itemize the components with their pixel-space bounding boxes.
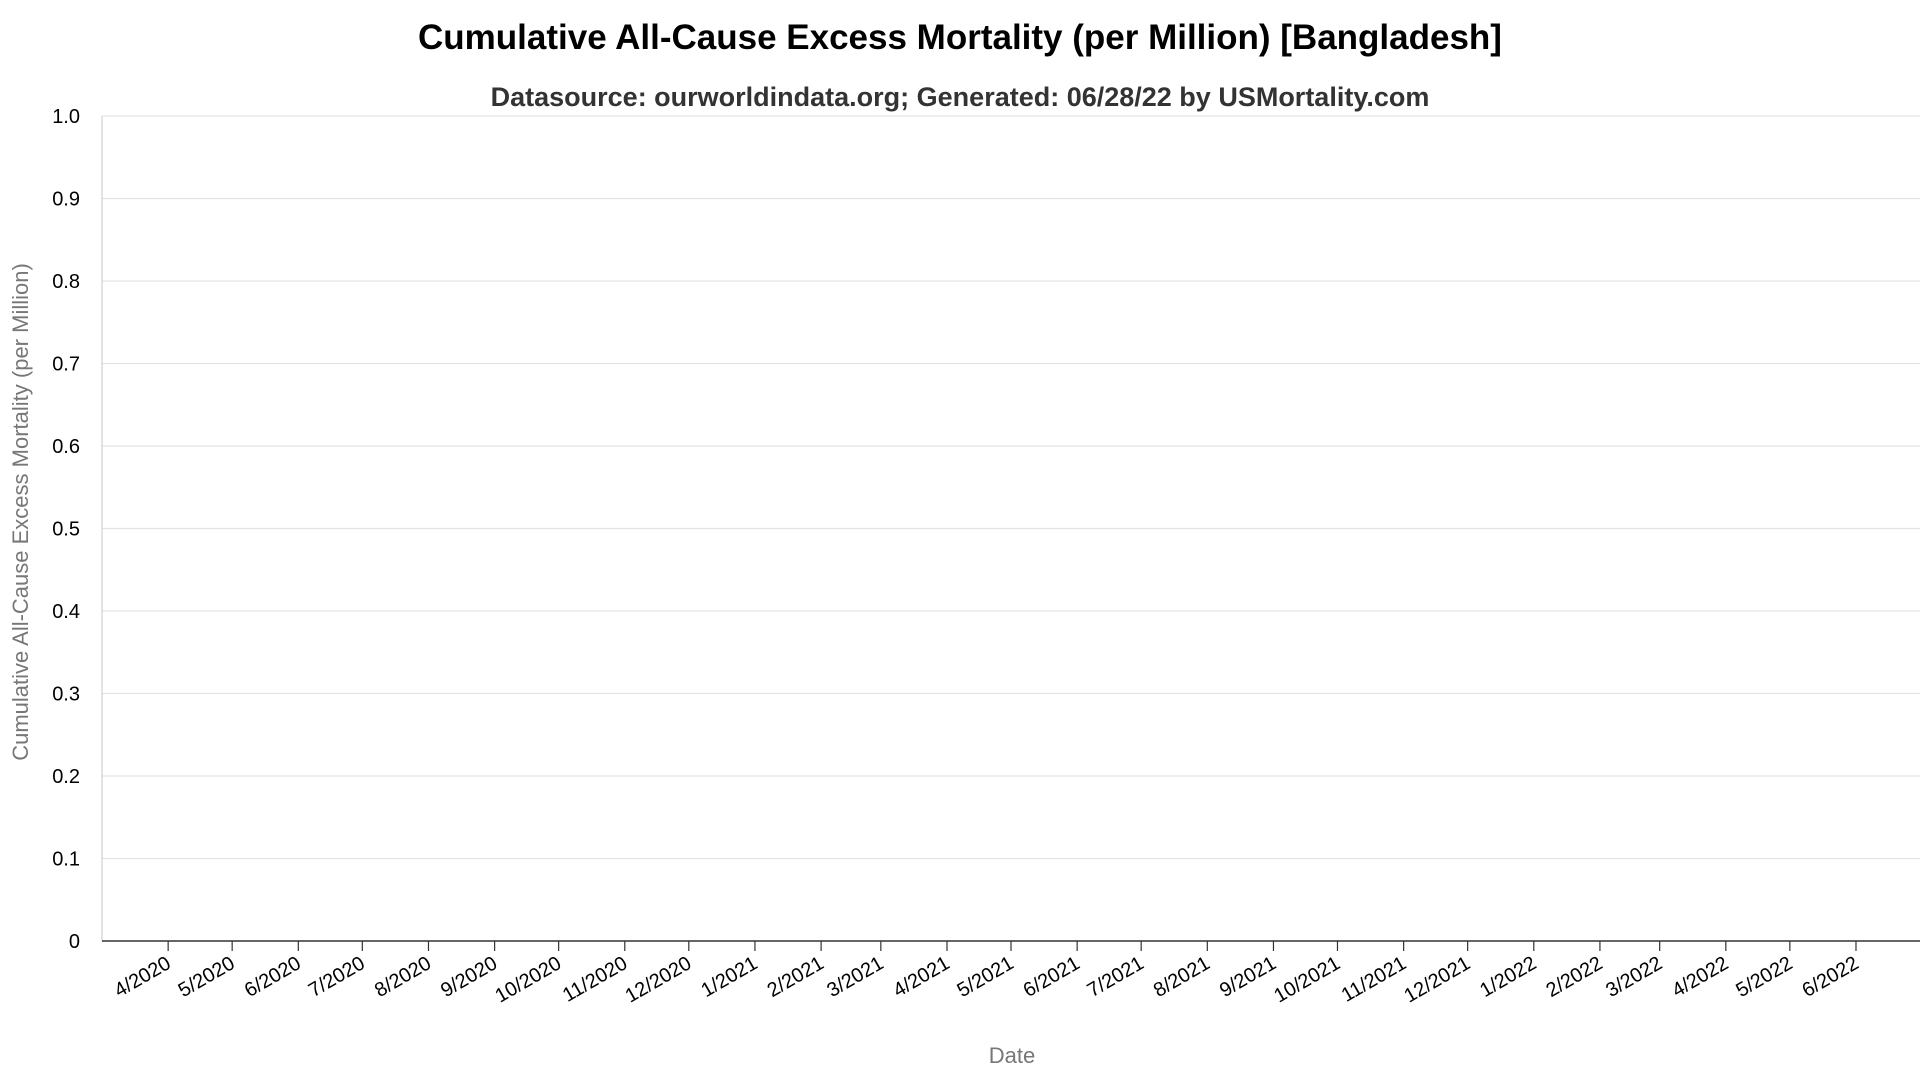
chart-subtitle: Datasource: ourworldindata.org; Generate… bbox=[491, 82, 1430, 112]
x-tick-label: 10/2021 bbox=[1270, 952, 1344, 1007]
gridlines bbox=[102, 115, 1920, 860]
x-tick-label: 6/2021 bbox=[1020, 952, 1084, 1002]
y-tick-label: 0.4 bbox=[52, 601, 80, 623]
x-tick-label: 4/2022 bbox=[1668, 952, 1732, 1002]
x-tick-label: 7/2020 bbox=[305, 952, 369, 1002]
x-tick-label: 8/2021 bbox=[1150, 952, 1214, 1002]
x-tick-label: 3/2021 bbox=[823, 952, 887, 1002]
x-tick-label: 2/2022 bbox=[1542, 952, 1606, 1002]
y-tick-label: 0.8 bbox=[52, 271, 80, 293]
x-tick-label: 1/2022 bbox=[1476, 952, 1540, 1002]
y-tick-label: 0 bbox=[69, 931, 80, 953]
x-tick-label: 4/2021 bbox=[890, 952, 954, 1002]
x-tick-label: 11/2020 bbox=[559, 952, 631, 1006]
x-tick-label: 5/2021 bbox=[954, 952, 1018, 1002]
x-tick-label: 9/2021 bbox=[1216, 952, 1280, 1002]
y-tick-label: 0.3 bbox=[52, 684, 80, 706]
y-tick-label: 0.5 bbox=[52, 519, 80, 541]
chart-title: Cumulative All-Cause Excess Mortality (p… bbox=[418, 18, 1502, 57]
x-axis-ticks: 4/2020 5/2020 6/2020 7/2020 8/2020 9/202010/2… bbox=[111, 941, 1863, 1007]
x-tick-label: 10/2020 bbox=[492, 952, 566, 1007]
x-tick-label: 12/2020 bbox=[622, 952, 696, 1007]
y-axis-ticks: 0 0.1 0.2 0.3 0.4 0.5 0.6 0.7 0.8 0.9 1.0 bbox=[52, 106, 80, 953]
x-tick-label: 1/2021 bbox=[697, 952, 761, 1002]
y-tick-label: 0.2 bbox=[52, 766, 80, 788]
x-tick-label: 4/2020 bbox=[111, 952, 175, 1002]
x-tick-label: 11/2021 bbox=[1338, 952, 1410, 1006]
x-tick-label: 7/2021 bbox=[1084, 952, 1148, 1002]
x-tick-label: 5/2020 bbox=[175, 952, 239, 1002]
x-axis-title: Date bbox=[989, 1043, 1035, 1068]
y-axis-title: Cumulative All-Cause Excess Mortality (p… bbox=[8, 263, 33, 761]
x-tick-label: 6/2022 bbox=[1799, 952, 1863, 1002]
x-tick-label: 2/2021 bbox=[764, 952, 828, 1002]
y-tick-label: 0.9 bbox=[52, 189, 80, 211]
x-tick-label: 9/2020 bbox=[437, 952, 501, 1002]
y-tick-label: 1.0 bbox=[52, 106, 80, 128]
x-tick-label: 5/2022 bbox=[1732, 952, 1796, 1002]
x-tick-label: 12/2021 bbox=[1401, 952, 1475, 1007]
x-tick-label: 3/2022 bbox=[1602, 952, 1666, 1002]
x-tick-label: 8/2020 bbox=[371, 952, 435, 1002]
y-tick-label: 0.1 bbox=[52, 849, 80, 871]
x-tick-label: 6/2020 bbox=[241, 952, 305, 1002]
y-tick-label: 0.7 bbox=[52, 354, 80, 376]
y-tick-label: 0.6 bbox=[52, 436, 80, 458]
